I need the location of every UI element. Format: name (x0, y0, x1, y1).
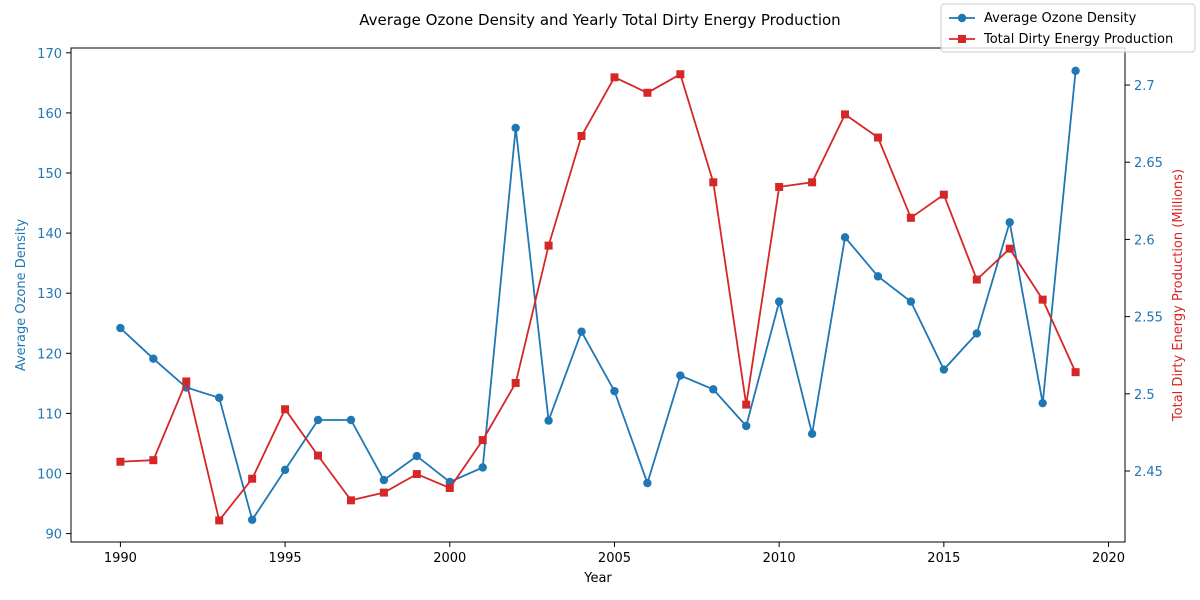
series-layer (116, 66, 1080, 525)
ozone-point (939, 365, 949, 374)
energy-point (511, 378, 520, 387)
energy-point (478, 436, 487, 445)
x-axis-label: Year (583, 571, 612, 586)
x-tick-label: 2015 (927, 551, 960, 566)
energy-point (1005, 244, 1014, 253)
ozone-point (577, 327, 586, 336)
energy-point (577, 131, 586, 140)
energy-point (346, 496, 355, 505)
axes: 1990 1995 2000 2005 2010 2015 2020 90 100 110 120 1… (37, 47, 1163, 566)
ozone-point (379, 475, 389, 485)
chart-title: Average Ozone Density and Yearly Total D… (359, 11, 840, 29)
ozone-point (511, 123, 520, 133)
energy-point (116, 457, 125, 466)
y-left-tick-label: 170 (37, 47, 62, 62)
energy-point (1038, 295, 1047, 304)
ozone-point (610, 386, 619, 396)
x-tick-label: 2020 (1092, 551, 1125, 566)
energy-point (939, 190, 948, 199)
energy-point (1071, 368, 1080, 377)
energy-point (709, 178, 718, 187)
energy-point (742, 400, 751, 409)
y-right-tick-label: 2.6 (1134, 233, 1155, 248)
energy-point (643, 88, 652, 97)
ozone-point (544, 416, 553, 425)
ozone-point (676, 371, 685, 380)
ozone-point (873, 272, 883, 281)
energy-point (775, 182, 784, 191)
y-right-tick-label: 2.45 (1134, 465, 1163, 480)
y-right-tick-label: 2.5 (1134, 388, 1155, 403)
energy-point (182, 377, 191, 386)
energy-point (248, 474, 257, 483)
y-left-tick-label: 120 (37, 347, 62, 362)
energy-point (215, 516, 224, 525)
energy-point (412, 470, 421, 479)
y-left-tick-label: 140 (37, 227, 62, 242)
ozone-point (774, 297, 784, 306)
energy-point (544, 241, 553, 250)
y-axis-left-label: Average Ozone Density (14, 219, 29, 372)
energy-point (873, 133, 882, 142)
energy-point (808, 178, 817, 187)
ozone-point (149, 354, 158, 363)
legend-frame (940, 3, 1196, 53)
energy-point (610, 73, 619, 82)
ozone-point (478, 463, 487, 472)
ozone-point (1005, 218, 1014, 227)
plot-frame (70, 47, 1126, 543)
ozone-point (247, 515, 257, 524)
y-left-tick-label: 90 (45, 528, 62, 543)
energy-point (972, 275, 981, 284)
ozone-point (643, 478, 652, 488)
y-left-tick-label: 130 (37, 287, 62, 302)
y-left-tick-label: 150 (37, 167, 62, 182)
legend: Average Ozone Density Total Dirty Energy… (940, 3, 1196, 53)
energy-point (379, 488, 388, 497)
energy-point (149, 456, 158, 465)
ozone-point (972, 329, 981, 338)
y-left-tick-label: 110 (37, 407, 62, 422)
ozone-point (412, 451, 422, 461)
x-tick-label: 1995 (269, 551, 302, 566)
energy-point (906, 213, 915, 222)
ozone-point (280, 465, 290, 475)
x-tick-label: 2000 (433, 551, 466, 566)
energy-point (676, 70, 685, 79)
legend-label-ozone: Average Ozone Density (984, 11, 1137, 26)
ozone-point (346, 415, 356, 425)
legend-label-energy: Total Dirty Energy Production (983, 32, 1173, 47)
energy-point (841, 110, 850, 119)
y-right-tick-label: 2.55 (1134, 311, 1163, 326)
ozone-point (1038, 398, 1047, 408)
ozone-point (742, 421, 751, 431)
y-left-tick-label: 100 (37, 467, 62, 482)
y-left-tick-label: 160 (37, 107, 62, 122)
y-axis-right-label: Total Dirty Energy Production (Millions) (1171, 169, 1186, 422)
x-tick-label: 2010 (763, 551, 796, 566)
energy-point (281, 405, 290, 414)
y-right-tick-label: 2.65 (1134, 156, 1163, 171)
ozone-point (1071, 66, 1080, 76)
ozone-point (840, 233, 850, 242)
legend-marker-energy (958, 35, 966, 43)
legend-marker-ozone (957, 13, 967, 23)
series-line-ozone (119, 70, 1077, 522)
series-line-energy (120, 72, 1077, 523)
ozone-point (215, 393, 224, 402)
ozone-point (709, 385, 718, 394)
y-right-tick-label: 2.7 (1134, 79, 1155, 94)
energy-point (314, 451, 323, 460)
x-tick-label: 2005 (598, 551, 631, 566)
ozone-point (313, 415, 323, 425)
ozone-point (116, 323, 125, 333)
energy-point (445, 483, 454, 492)
ozone-point (906, 297, 916, 306)
x-tick-label: 1990 (104, 551, 137, 566)
ozone-point (807, 429, 817, 439)
